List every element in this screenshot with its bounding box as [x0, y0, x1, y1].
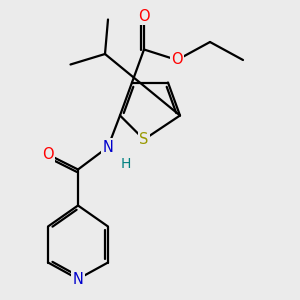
Text: N: N — [73, 272, 83, 286]
Text: O: O — [138, 9, 150, 24]
Text: O: O — [42, 147, 54, 162]
Text: N: N — [103, 140, 113, 154]
Text: S: S — [139, 132, 149, 147]
Text: H: H — [121, 157, 131, 170]
Text: O: O — [171, 52, 183, 68]
